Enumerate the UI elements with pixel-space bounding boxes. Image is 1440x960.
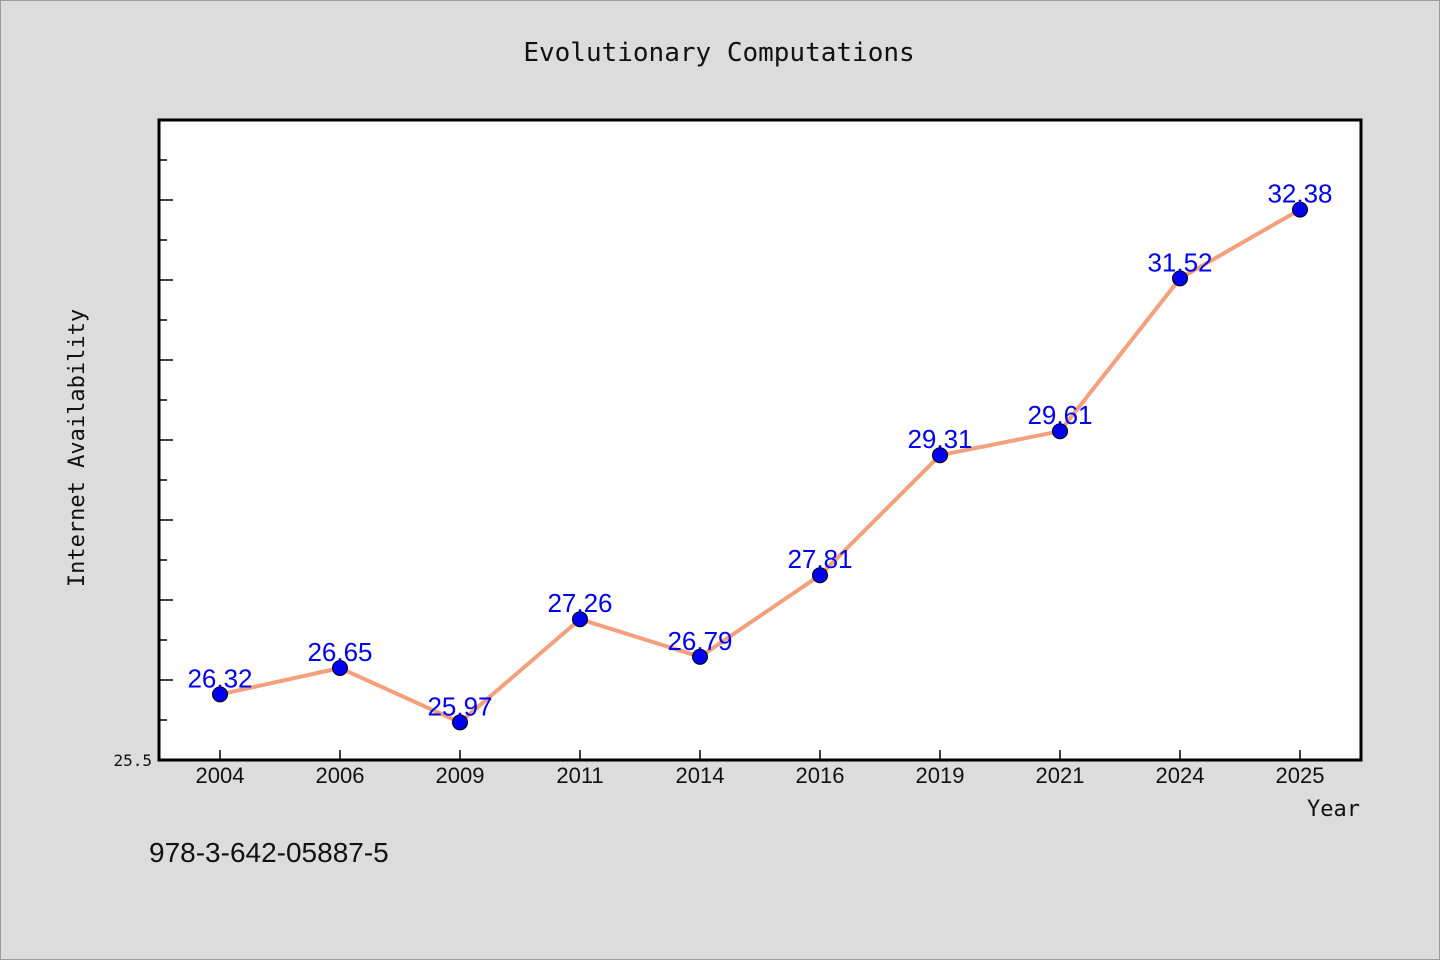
- data-point: [1052, 423, 1068, 440]
- y-axis-label: Internet Availability: [65, 309, 90, 587]
- data-label: 27.81: [787, 544, 852, 574]
- data-point: [932, 447, 948, 464]
- series-line: [219, 207, 1301, 725]
- data-label: 25.97: [427, 691, 492, 721]
- x-tick-label: 2004: [196, 763, 245, 788]
- data-point: [1172, 270, 1188, 287]
- data-point: [212, 686, 228, 703]
- data-point: [1292, 201, 1308, 218]
- x-axis-label: Year: [1307, 797, 1360, 822]
- x-tick-label: 2025: [1276, 763, 1325, 788]
- plot-border: [157, 118, 1363, 762]
- y-tick-label: 25.5: [113, 751, 152, 770]
- data-point: [572, 611, 588, 628]
- data-label: 27.26: [547, 588, 612, 618]
- plot-area: [159, 120, 1361, 760]
- data-label: 32.38: [1267, 179, 1332, 209]
- x-tick-label: 2014: [676, 763, 725, 788]
- x-tick-label: 2009: [436, 763, 485, 788]
- x-tick-label: 2011: [556, 763, 603, 788]
- data-point: [332, 660, 348, 676]
- x-tick-labels: 2004 2006 2009 2011 2014 2016 2019 2021 2024 2025: [196, 763, 1325, 788]
- data-label: 29.31: [907, 424, 972, 454]
- x-tick-label: 2006: [316, 763, 365, 788]
- data-label: 26.79: [667, 626, 732, 656]
- data-label: 31.52: [1147, 247, 1212, 277]
- x-tick-label: 2024: [1156, 763, 1205, 788]
- data-point: [452, 714, 468, 731]
- x-tick-label: 2021: [1036, 763, 1085, 788]
- data-point: [812, 567, 828, 584]
- isbn-text: 978-3-642-05887-5: [149, 837, 389, 868]
- data-label: 29.61: [1027, 400, 1092, 430]
- x-tick-label: 2016: [796, 763, 845, 788]
- data-point: [692, 648, 708, 665]
- x-axis-ticks: [219, 750, 1301, 760]
- series-markers: [212, 201, 1308, 731]
- x-tick-label: 2019: [916, 763, 965, 788]
- data-label: 26.65: [307, 637, 372, 667]
- data-label: 26.32: [187, 663, 252, 693]
- data-labels: 26.32 26.65 25.97 27.26 26.79 27.81 29.31 29.61…: [187, 179, 1332, 722]
- chart-title: Evolutionary Computations: [523, 38, 914, 68]
